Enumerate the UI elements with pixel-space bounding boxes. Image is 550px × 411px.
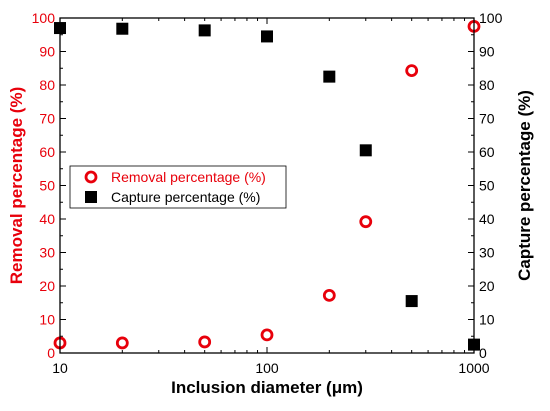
y-right-tick-label: 50 bbox=[479, 178, 495, 194]
capture-point bbox=[116, 22, 129, 35]
marks-layer bbox=[53, 19, 481, 351]
x-tick-label: 100 bbox=[255, 360, 279, 376]
y-right-tick-label: 40 bbox=[479, 211, 495, 227]
y-right-tick-label: 10 bbox=[479, 312, 495, 328]
y-right-tick-label: 30 bbox=[479, 245, 495, 261]
y-right-tick-label: 0 bbox=[479, 345, 487, 361]
removal-point bbox=[405, 64, 419, 77]
y-right-tick-label: 90 bbox=[479, 44, 495, 60]
y-left-tick-label: 50 bbox=[39, 178, 55, 194]
removal-point bbox=[322, 288, 336, 302]
removal-point bbox=[115, 336, 129, 350]
y-left-tick-label: 30 bbox=[39, 245, 55, 261]
y-left-tick-label: 0 bbox=[47, 345, 55, 361]
legend-marker-removal bbox=[84, 170, 98, 184]
removal-point bbox=[260, 328, 274, 342]
legend-box bbox=[69, 165, 287, 209]
removal-point bbox=[359, 215, 373, 229]
y-left-tick-label: 80 bbox=[39, 77, 55, 93]
legend: Removal percentage (%) Capture percentag… bbox=[69, 165, 287, 209]
capture-point bbox=[261, 30, 273, 43]
legend-label-capture: Capture percentage (%) bbox=[111, 189, 260, 205]
y-left-tick-label: 70 bbox=[39, 111, 55, 127]
y-right-tick-label: 70 bbox=[479, 111, 495, 127]
y-right-tick-label: 100 bbox=[479, 10, 503, 26]
removal-point bbox=[198, 335, 212, 349]
plot-frame bbox=[59, 17, 475, 354]
x-tick-label: 1000 bbox=[458, 360, 489, 376]
capture-point bbox=[359, 144, 372, 157]
x-tick-label: 10 bbox=[52, 360, 68, 376]
y-left-tick-label: 60 bbox=[39, 144, 55, 160]
x-axis-title: Inclusion diameter (μm) bbox=[171, 378, 363, 397]
y-left-tick-label: 10 bbox=[39, 312, 55, 328]
capture-point bbox=[405, 295, 418, 308]
y-right-tick-label: 60 bbox=[479, 144, 495, 160]
y-left-tick-label: 40 bbox=[39, 211, 55, 227]
y-left-tick-label: 100 bbox=[32, 10, 56, 26]
capture-point bbox=[323, 70, 336, 83]
y-axis-right-title: Capture percentage (%) bbox=[515, 90, 534, 281]
y-right-tick-label: 20 bbox=[479, 278, 495, 294]
capture-point bbox=[198, 24, 211, 37]
y-left-tick-label: 90 bbox=[39, 44, 55, 60]
legend-label-removal: Removal percentage (%) bbox=[111, 169, 266, 185]
y-axis-left-title: Removal percentage (%) bbox=[7, 87, 26, 284]
y-right-tick-label: 80 bbox=[479, 77, 495, 93]
y-left-tick-label: 20 bbox=[39, 278, 55, 294]
legend-marker-capture bbox=[85, 191, 97, 203]
